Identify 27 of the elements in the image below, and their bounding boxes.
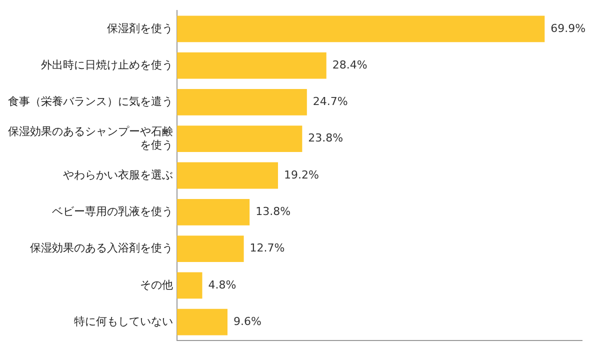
bar [177,236,244,262]
y-tick-label: 外出時に日焼け止めを使う [41,58,173,72]
bar [177,89,307,116]
bar [177,308,228,336]
bar [177,162,278,189]
data-label: 9.6% [233,314,262,328]
data-label: 12.7% [250,242,285,255]
data-label: 24.7% [312,95,348,108]
bar [177,16,545,42]
y-tick-label: その他 [140,278,173,292]
y-tick-label: 特に何もしていない [74,314,173,328]
bar [177,272,202,299]
bar [177,198,250,226]
y-tick-label: やわらかい衣服を選ぶ [63,168,173,182]
data-label: 13.8% [256,205,291,218]
bar [177,126,302,152]
data-label: 28.4% [332,58,368,72]
y-tick-label: 保湿効果のあるシャンプーや石鹸を使う [8,125,173,152]
data-label: 4.8% [208,278,236,292]
y-tick-label: 食事（栄養バランス）に気を遣う [8,95,173,108]
y-tick-label: ベビー専用の乳液を使う [52,205,173,218]
data-label: 23.8% [308,132,344,145]
data-label: 69.9% [550,22,586,35]
y-tick-label: 保湿効果のある入浴剤を使う [30,242,173,255]
y-tick-label: 保湿剤を使う [107,22,173,35]
bar [177,52,326,79]
data-label: 19.2% [284,168,319,182]
